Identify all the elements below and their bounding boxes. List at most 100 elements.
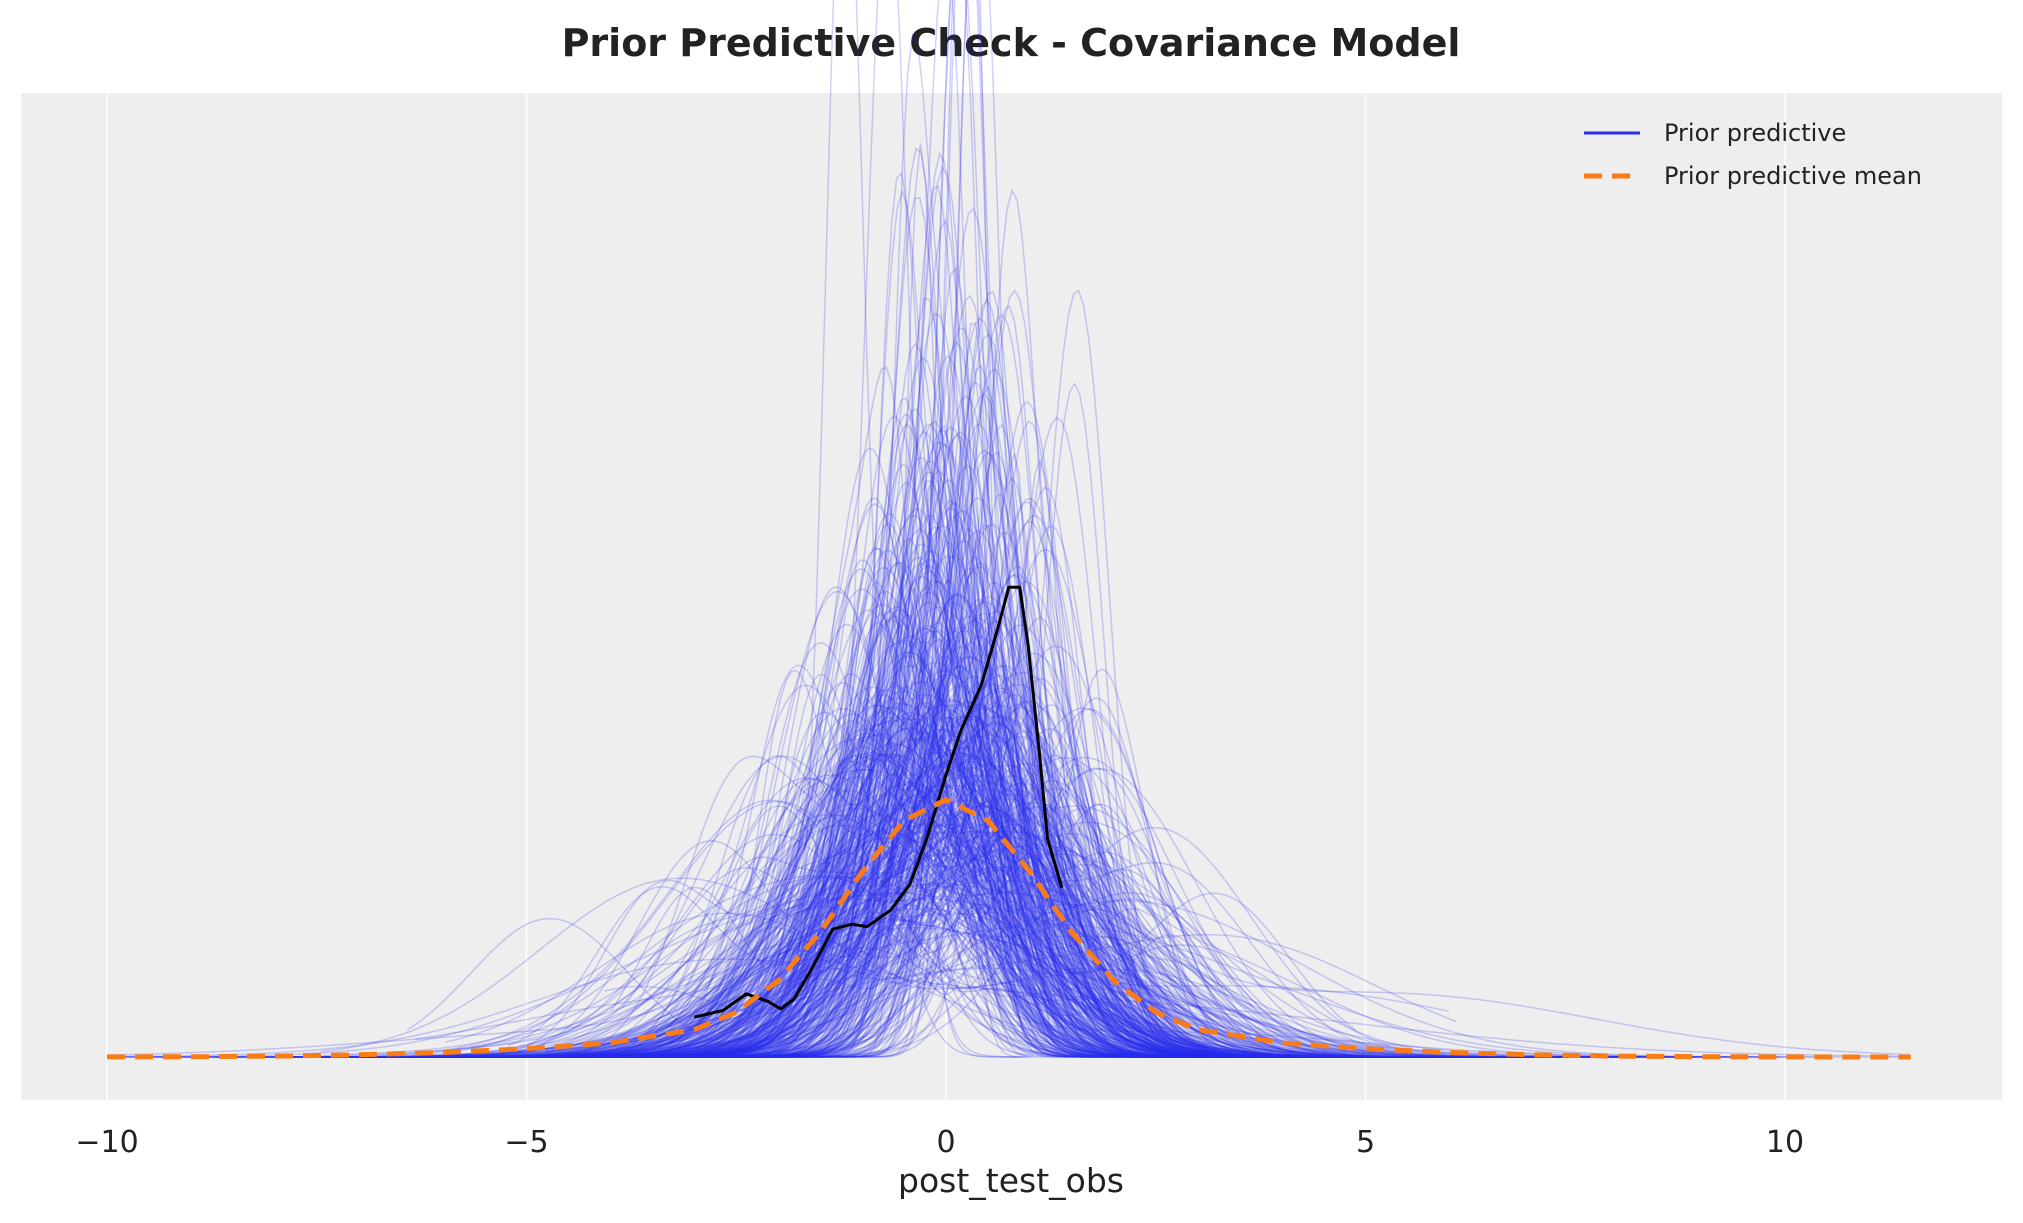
prior-predictive-curve [569, 764, 1411, 1058]
prior-predictive-curve [619, 823, 1260, 1058]
prior-predictive-curve [604, 423, 1074, 1058]
prior-predictive-curve [249, 753, 1363, 1058]
prior-predictive-curve [679, 565, 1183, 1058]
prior-predictive-curve [594, 559, 1264, 1058]
prior-predictive-curve [761, 524, 1225, 1058]
prior-predictive-curve [713, 368, 1364, 1058]
prior-predictive-curve [638, 539, 1173, 1058]
prior-predictive-curve [320, 876, 1353, 1058]
prior-predictive-curve [587, 294, 1233, 1058]
prior-predictive-curve [358, 734, 1285, 1058]
prior-predictive-curve [659, 510, 1123, 1058]
prior-predictive-curve [574, 696, 1114, 1057]
prior-predictive-curve [778, 554, 1112, 1057]
prior-predictive-curve [829, 514, 1197, 1057]
prior-predictive-curve [619, 503, 1335, 1058]
prior-predictive-curve [564, 685, 1210, 1058]
prior-predictive-curve [660, 803, 1467, 1058]
x-axis-label: post_test_obs [898, 1161, 1124, 1200]
prior-predictive-curve [720, 703, 1260, 1058]
prior-predictive-curve [615, 601, 1205, 1058]
prior-predictive-curve [538, 639, 1113, 1058]
prior-predictive-curve [513, 718, 1284, 1058]
prior-predictive-curve [469, 857, 1744, 1058]
prior-predictive-curve [136, 789, 1728, 1058]
prior-predictive-curve [505, 775, 1337, 1058]
prior-predictive-curve [690, 798, 1481, 1058]
prior-predictive-curve [613, 715, 1278, 1058]
prior-predictive-curve [202, 847, 1446, 1058]
prior-predictive-curve [755, 620, 1335, 1058]
prior-predictive-curve [568, 830, 1309, 1058]
prior-predictive-curve [411, 683, 1459, 1058]
prior-predictive-curve [722, 424, 1191, 1058]
prior-predictive-curve [406, 851, 1384, 1058]
x-tick-label: 5 [1356, 1125, 1375, 1160]
prior-predictive-curve [681, 550, 1291, 1058]
prior-predictive-curve [653, 420, 1137, 1058]
prior-predictive-curve [717, 700, 1167, 1058]
prior-predictive-curve [424, 794, 1215, 1058]
prior-predictive-curve [698, 524, 1168, 1058]
prior-predictive-curve [388, 783, 1376, 1058]
prior-predictive-curve [542, 753, 1272, 1058]
prior-predictive-curve [524, 746, 1270, 1058]
prior-predictive-curve [852, 207, 1085, 1056]
prior-predictive-curve [651, 763, 1352, 1058]
prior-predictive-curve [698, 394, 1182, 1058]
prior-predictive-curve [514, 802, 1406, 1058]
prior-predictive-curve [807, 291, 1125, 1058]
prior-predictive-curve [709, 713, 1058, 1044]
prior-predictive-curve [618, 709, 1319, 1058]
prior-predictive-curve [345, 708, 1383, 1058]
prior-predictive-curve [296, 876, 1535, 1058]
prior-predictive-curve [257, 714, 1295, 1058]
prior-predictive-curve [646, 861, 1467, 1058]
prior-predictive-curve [604, 882, 1567, 1058]
prior-predictive-curve [576, 790, 1246, 1058]
prior-predictive-curve [825, 298, 1154, 1058]
prior-predictive-curve [704, 0, 1082, 1058]
prior-predictive-curve [923, 289, 1232, 1058]
prior-predictive-curve [720, 566, 1160, 1057]
prior-predictive-curve [497, 646, 1278, 1058]
prior-predictive-curve [662, 684, 1141, 1058]
prior-predictive-curve [479, 751, 1396, 1058]
prior-predictive-curve [646, 382, 1176, 1058]
prior-predictive-curve [711, 760, 1367, 1058]
prior-predictive-curve [691, 524, 1110, 1058]
prior-predictive-curve [115, 916, 1505, 1058]
prior-predictive-curve [762, 638, 1262, 1058]
prior-predictive-curve [692, 478, 1086, 1058]
prior-predictive-curve [744, 502, 1143, 1058]
prior-predictive-curve [455, 754, 1246, 1058]
prior-predictive-curve [495, 728, 1492, 1058]
prior-predictive-curve [584, 705, 1315, 1058]
prior-predictive-curve [724, 562, 1208, 1058]
prior-predictive-curve [669, 655, 1445, 1058]
prior-predictive-curve [544, 903, 1331, 1055]
prior-predictive-curve [507, 625, 1294, 1058]
prior-predictive-curve [652, 823, 1207, 1046]
prior-predictive-curve [784, 507, 1068, 1057]
prior-predictive-curve [802, 687, 1181, 1051]
prior-predictive-curve [703, 768, 1610, 1058]
prior-predictive-curve [448, 836, 1622, 1058]
prior-predictive-curve [487, 568, 1389, 1058]
prior-predictive-curve [707, 639, 1262, 1058]
observed-curve [693, 585, 1064, 1019]
prior-predictive-curve [636, 655, 1095, 1058]
prior-predictive-curve [716, 707, 1115, 1056]
prior-predictive-curve [550, 834, 1411, 1058]
prior-predictive-curve [866, 432, 1084, 1053]
prior-predictive-curve [494, 451, 1381, 1058]
prior-predictive-curve [846, 289, 1285, 1058]
prior-predictive-curve [480, 715, 1336, 1058]
prior-predictive-curve [738, 429, 1161, 1058]
prior-predictive-curve [635, 549, 1391, 1058]
prior-predictive-curve [803, 528, 1162, 1058]
prior-predictive-curve [683, 846, 1148, 1052]
prior-predictive-curve [674, 762, 1325, 1058]
prior-predictive-curve [700, 715, 1210, 1057]
prior-predictive-curve [555, 686, 1336, 1058]
